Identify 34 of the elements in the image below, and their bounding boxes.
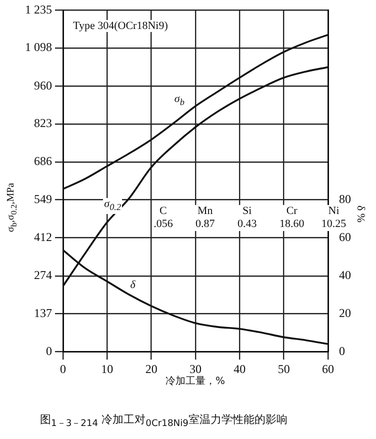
y-tick-label: 1 098: [25, 40, 52, 54]
y-tick-label: 960: [34, 78, 52, 92]
x-axis-title: 冷加工量，%: [166, 374, 226, 388]
y-tick-label: 137: [34, 306, 52, 320]
x-tick-label: 60: [322, 362, 334, 376]
y-tick-label: 0: [46, 344, 52, 358]
x-tick-label: 0: [60, 362, 66, 376]
y2-tick-label: 60: [339, 230, 351, 244]
y2-tick-label: 40: [339, 268, 351, 282]
y-tick-label: 823: [34, 116, 52, 130]
y-tick-label: 686: [34, 154, 52, 168]
series-label: δ: [129, 278, 136, 292]
y2-tick-label: 20: [339, 306, 351, 320]
x-tick-label: 40: [234, 362, 246, 376]
x-tick-label: 10: [101, 362, 114, 376]
annotation: Si 0.43: [236, 205, 258, 232]
y-tick-label: 412: [34, 230, 52, 244]
x-tick-label: 20: [145, 362, 158, 376]
y-tick-label: 1 235: [25, 2, 52, 16]
x-tick-label: 30: [190, 362, 202, 376]
series-label: σ$_{0.2}$: [103, 198, 122, 214]
y2-tick-label: 80: [339, 192, 351, 206]
annotation: Ni 10.25: [320, 205, 348, 232]
annotation: Mn 0.87: [194, 205, 216, 232]
y2-axis-title: δ %: [354, 205, 367, 222]
series-label: σ$_{b}$: [173, 93, 186, 110]
y2-tick-label: 0: [339, 344, 345, 358]
y-tick-label: 274: [34, 268, 52, 282]
annotation: C .056: [152, 205, 174, 232]
annotation: Cr 18.60: [278, 205, 306, 232]
y-tick-label: 549: [34, 192, 52, 206]
x-tick-label: 50: [278, 362, 290, 376]
text: 图$_{1－3－214}$ 冷加工对$_{0Cr18Ni9}$室温力学性能的影响: [40, 412, 288, 430]
annotation: Type 304(OCr18Ni9): [73, 20, 168, 32]
